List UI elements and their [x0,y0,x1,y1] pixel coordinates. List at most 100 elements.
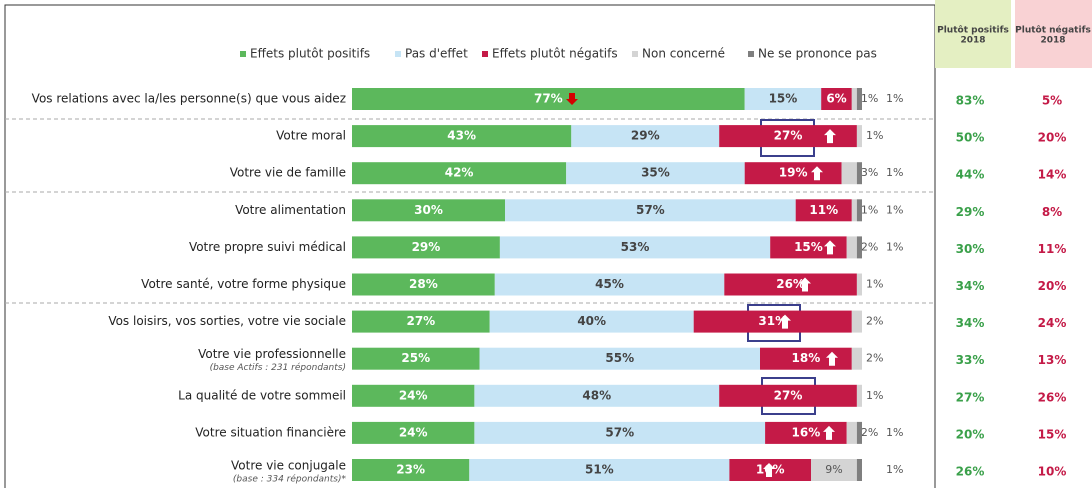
value-label: 77% [534,92,563,106]
table-header: Plutôt positifs [937,25,1009,36]
table-value: 20% [1038,279,1067,293]
table-value: 27% [956,390,985,404]
bar-segment [352,310,490,333]
value-label: 24% [399,425,428,439]
category-label: Votre vie de famille [230,166,346,180]
bar-segment [851,347,862,370]
legend-label: Effets plutôt positifs [250,47,370,61]
bar-segment [352,421,475,444]
bar-segment [571,125,720,148]
bar-segment [352,384,475,407]
bar-segment [719,125,857,148]
trend-arrow-up [799,277,811,292]
legend-swatch [748,51,754,57]
category-label: Votre alimentation [235,203,346,217]
bar-segment [760,347,852,370]
bar-segment [719,384,857,407]
table-value: 20% [956,427,985,441]
value-label: 23% [396,463,425,477]
bar-segment [352,236,500,259]
bar-segment [744,88,822,110]
table-value: 14% [1038,168,1067,182]
value-label: 35% [641,166,670,180]
value-label: 45% [595,277,624,291]
header-bg-positive [935,0,1011,68]
table-value: 50% [956,131,985,145]
value-label: 53% [621,240,650,254]
table-value: 13% [1038,353,1067,367]
trend-arrow-up [826,351,838,366]
table-value: 34% [956,316,985,330]
value-label: 55% [605,351,634,365]
bar-segment [352,125,572,148]
bar-segment [352,459,470,481]
bar-segment [856,459,862,481]
legend-swatch [395,51,401,57]
bar-segment [846,236,857,259]
category-label: Votre propre suivi médical [189,240,346,254]
value-label: 9% [825,463,842,476]
value-label: 2% [861,240,878,253]
value-label: 2% [861,426,878,439]
value-label: 6% [826,92,846,106]
table-value: 29% [956,205,985,219]
table-header: 2018 [960,36,985,46]
table-header: Plutôt négatifs [1015,25,1091,36]
bar-segment [856,273,862,296]
value-label: 15% [794,240,823,254]
table-value: 33% [956,353,985,367]
category-label: La qualité de votre sommeil [178,388,346,402]
trend-arrow-up [824,240,836,255]
bar-segment [856,199,862,222]
value-label: 2% [866,315,883,328]
table-header: 2018 [1040,36,1065,46]
legend-label: Effets plutôt négatifs [492,47,618,61]
table-value: 8% [1042,205,1062,219]
bar-segment [474,384,720,407]
legend-label: Pas d'effet [405,47,468,61]
value-label: 3% [861,166,878,179]
bar-segment [352,88,745,110]
bar-segment [856,384,862,407]
category-label: Vos relations avec la/les personne(s) qu… [32,92,346,106]
bar-segment [505,199,796,222]
category-label: Votre vie conjugale [231,459,346,473]
value-label: 57% [636,203,665,217]
value-label: 29% [412,240,441,254]
header-bg-negative [1015,0,1092,68]
value-label: 11% [809,203,838,217]
legend-label: Ne se prononce pas [758,47,877,61]
bar-segment [841,162,857,185]
legend-swatch [632,51,638,57]
value-label: 16% [792,425,821,439]
value-label: 1% [866,389,883,402]
bar-segment [499,236,771,259]
bar-segment [856,88,862,110]
value-label: 30% [414,203,443,217]
value-label: 1% [866,129,883,142]
table-value: 34% [956,279,985,293]
table-value: 5% [1042,94,1062,108]
bar-segment [856,125,862,148]
value-label: 1% [886,92,903,105]
legend-label: Non concerné [642,47,725,61]
table-value: 10% [1038,465,1067,479]
bar-segment [352,199,505,222]
trend-arrow-up [779,314,791,329]
category-label: Votre situation financière [195,425,346,439]
value-label: 18% [792,351,821,365]
value-label: 40% [577,314,606,328]
frame [4,4,936,492]
trend-arrow-up [824,129,836,144]
bar-segment [494,273,725,296]
bar-segment [851,199,857,222]
bar-segment [795,199,852,222]
table-value: 26% [956,465,985,479]
legend-swatch [240,51,246,57]
legend-swatch [482,51,488,57]
table-value: 15% [1038,427,1067,441]
table-value: 20% [1038,131,1067,145]
category-label: Votre santé, votre forme physique [141,277,346,291]
bar-segment [851,310,862,333]
trend-arrow-down [566,93,578,105]
